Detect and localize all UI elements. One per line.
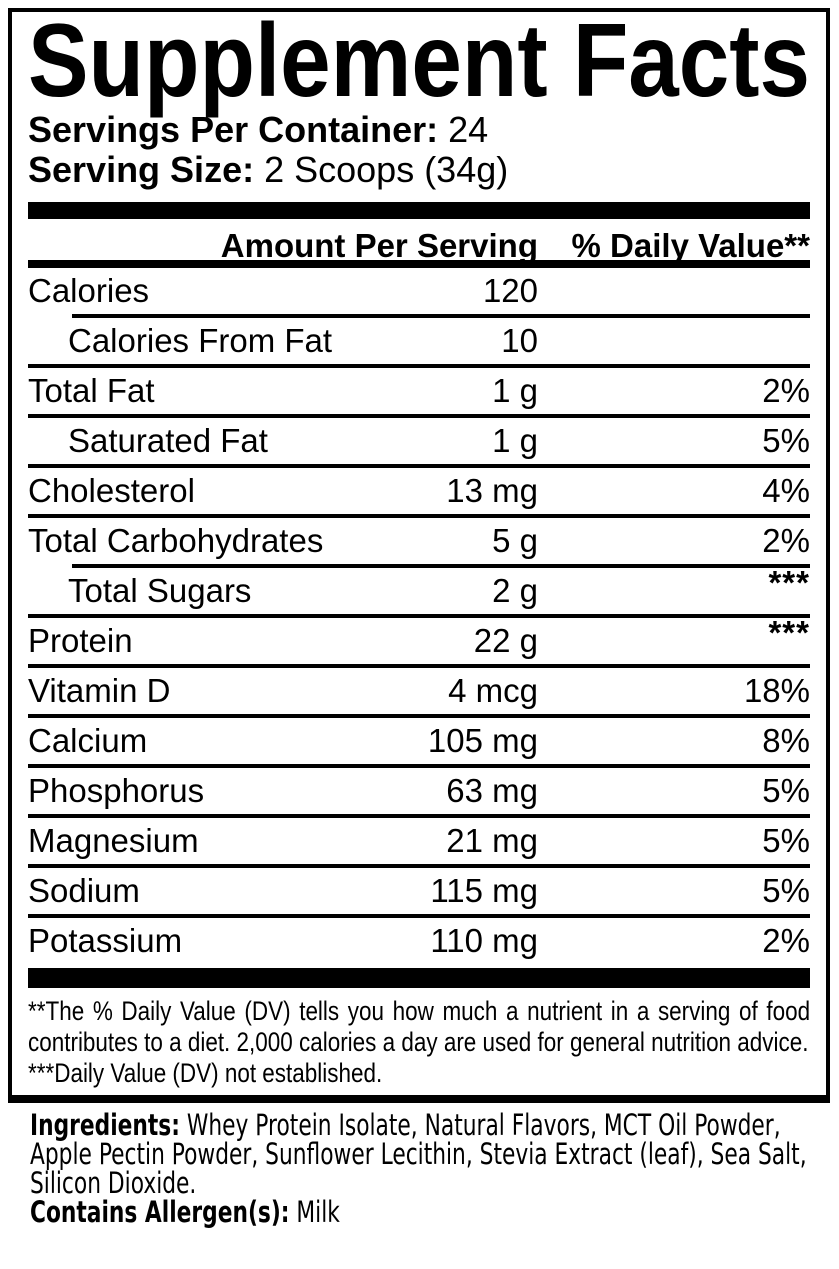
separator-bar-bottom (28, 968, 810, 988)
column-header-amount: Amount Per Serving (220, 227, 538, 264)
nutrient-amount: 63 mg (446, 772, 538, 809)
row-divider (28, 614, 810, 618)
nutrient-dv: 5% (762, 422, 810, 459)
servings-per-container-value: 24 (448, 109, 489, 150)
serving-size: Serving Size: 2 Scoops (34g) (28, 150, 810, 190)
nutrient-amount: 105 mg (427, 722, 538, 759)
nutrient-name: Calories From Fat (68, 322, 333, 359)
supplement-facts-panel: Supplement Facts Servings Per Container:… (8, 3, 830, 1103)
row-divider (28, 364, 810, 368)
row-divider (72, 564, 810, 568)
nutrient-name: Phosphorus (28, 772, 205, 809)
row-magnesium: Magnesium 21 mg 5% (28, 818, 810, 864)
ingredients-label: Ingredients: (30, 1108, 180, 1142)
nutrient-dv: 8% (762, 722, 810, 759)
row-divider (28, 714, 810, 718)
nutrient-name: Total Fat (28, 372, 155, 409)
allergens-line: Contains Allergen(s): Milk (30, 1198, 810, 1227)
column-header-daily-value: % Daily Value** (571, 227, 810, 264)
row-sodium: Sodium 115 mg 5% (28, 868, 810, 914)
ingredients-line: Ingredients: Whey Protein Isolate, Natur… (30, 1111, 810, 1198)
nutrient-name: Cholesterol (28, 472, 195, 509)
row-saturated-fat: Saturated Fat 1 g 5% (28, 418, 810, 464)
allergens-value: Milk (296, 1195, 340, 1229)
serving-info: Servings Per Container: 24 Serving Size:… (28, 110, 810, 190)
nutrient-amount: 2 g (492, 572, 538, 609)
nutrient-name: Vitamin D (28, 672, 171, 709)
nutrient-name: Magnesium (28, 822, 199, 859)
nutrient-amount: 110 mg (430, 922, 538, 959)
nutrient-amount: 120 (482, 272, 538, 309)
nutrient-name: Saturated Fat (68, 422, 268, 459)
nutrient-amount: 115 mg (430, 872, 538, 909)
nutrient-name: Protein (28, 622, 133, 659)
nutrient-amount: 5 g (492, 522, 538, 559)
nutrient-amount: 1 g (492, 372, 538, 409)
nutrient-dv: 2% (762, 922, 810, 959)
row-divider (28, 514, 810, 518)
row-total-sugars: Total Sugars 2 g *** (28, 564, 810, 614)
nutrient-dv: 18% (743, 672, 810, 709)
nutrient-dv: *** (768, 564, 810, 601)
nutrient-dv: 4% (762, 472, 810, 509)
allergens-label: Contains Allergen(s): (30, 1195, 290, 1229)
row-cholesterol: Cholesterol 13 mg 4% (28, 468, 810, 514)
nutrient-amount: 10 (501, 322, 538, 359)
ingredients-section: Ingredients: Whey Protein Isolate, Natur… (30, 1111, 810, 1227)
nutrient-dv: 5% (762, 872, 810, 909)
serving-size-value: 2 Scoops (34g) (264, 149, 509, 190)
nutrient-dv: 5% (762, 772, 810, 809)
row-divider (28, 764, 810, 768)
row-divider (28, 414, 810, 418)
row-total-carbohydrates: Total Carbohydrates 5 g 2% (28, 518, 810, 564)
row-potassium: Potassium 110 mg 2% (28, 918, 810, 964)
nutrient-name: Calories (28, 272, 150, 309)
row-calcium: Calcium 105 mg 8% (28, 718, 810, 764)
nutrient-name: Total Carbohydrates (28, 522, 324, 559)
row-divider (28, 914, 810, 918)
row-phosphorus: Phosphorus 63 mg 5% (28, 768, 810, 814)
row-calories-from-fat: Calories From Fat 10 (28, 318, 810, 364)
nutrient-amount: 22 g (473, 622, 538, 659)
nutrient-amount: 4 mcg (448, 672, 538, 709)
nutrient-dv: 2% (762, 372, 810, 409)
daily-value-footnote: **The % Daily Value (DV) tells you how m… (28, 996, 811, 1057)
table-header: Amount Per Serving % Daily Value** (28, 224, 810, 268)
nutrient-name: Potassium (28, 922, 183, 959)
servings-per-container-label: Servings Per Container: (28, 109, 439, 150)
nutrient-amount: 21 mg (446, 822, 538, 859)
row-divider (28, 814, 810, 818)
row-divider (28, 864, 810, 868)
row-divider (72, 314, 810, 318)
ingredients-list: Whey Protein Isolate, Natural Flavors, M… (30, 1108, 807, 1200)
row-vitamin-d: Vitamin D 4 mcg 18% (28, 668, 810, 714)
nutrient-dv: 5% (762, 822, 810, 859)
nutrient-amount: 13 mg (446, 472, 538, 509)
title-banner: Supplement Facts (28, 3, 810, 119)
row-protein: Protein 22 g *** (28, 614, 810, 664)
nutrient-dv: 2% (762, 522, 810, 559)
row-divider (28, 664, 810, 668)
row-total-fat: Total Fat 1 g 2% (28, 368, 810, 414)
nutrient-name: Calcium (28, 722, 148, 759)
row-calories: Calories 120 (28, 268, 810, 314)
page-title: Supplement Facts (28, 3, 810, 119)
nutrient-dv: *** (768, 614, 810, 651)
not-established-footnote: ***Daily Value (DV) not established. (28, 1058, 383, 1088)
servings-per-container: Servings Per Container: 24 (28, 110, 810, 150)
serving-size-label: Serving Size: (28, 149, 255, 190)
row-divider (28, 464, 810, 468)
nutrient-name: Total Sugars (68, 572, 252, 609)
nutrient-amount: 1 g (492, 422, 538, 459)
footnotes: **The % Daily Value (DV) tells you how m… (28, 996, 810, 1089)
separator-bar-top (28, 202, 810, 219)
nutrient-name: Sodium (28, 872, 140, 909)
nutrition-table: Amount Per Serving % Daily Value** Calor… (28, 224, 810, 964)
